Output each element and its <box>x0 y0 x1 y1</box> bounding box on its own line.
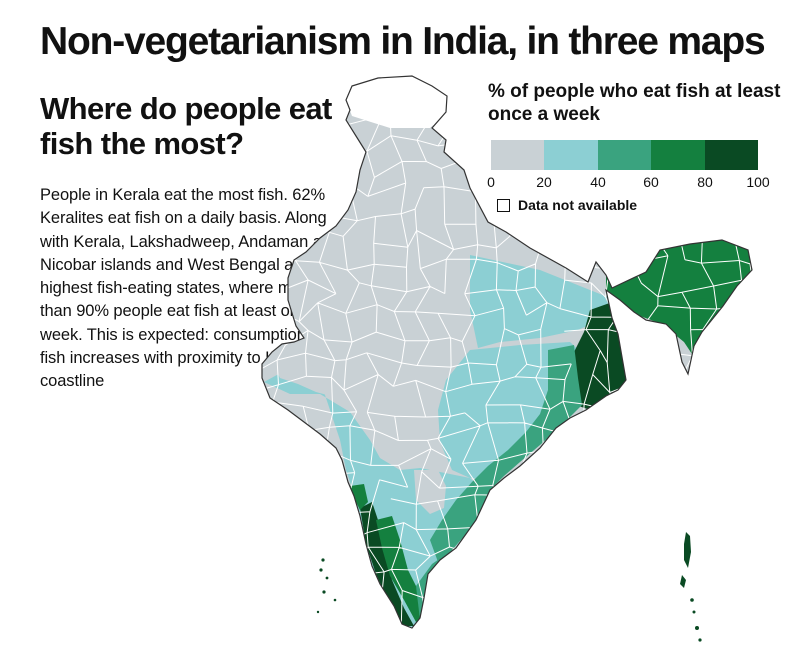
region-goa <box>350 484 368 510</box>
legend-tick-0: 0 <box>487 174 495 190</box>
na-swatch <box>497 198 510 212</box>
region-northeast <box>606 226 752 366</box>
legend-tick-100: 100 <box>746 174 770 190</box>
na-label: Data not available <box>518 197 638 213</box>
page-title: Non-vegetarianism in India, in three map… <box>40 20 766 63</box>
andaman-nicobar-islands <box>680 532 702 642</box>
legend-swatch-20-40 <box>544 140 598 170</box>
region-jammu-kashmir-na <box>336 76 452 128</box>
region-gujarat <box>272 358 338 398</box>
legend-tick-40: 40 <box>590 174 606 190</box>
legend-swatch-40-60 <box>597 140 652 170</box>
legend-swatch-80-100 <box>704 140 759 170</box>
legend-swatch-60-80 <box>651 140 705 170</box>
legend-na-entry: Data not available <box>497 197 637 213</box>
lakshadweep-islands <box>316 558 337 614</box>
legend-color-bar <box>491 140 759 170</box>
legend-tick-80: 80 <box>697 174 713 190</box>
description-text: People in Kerala eat the most fish. 62% … <box>40 186 340 390</box>
region-kutch-coast <box>262 338 266 350</box>
legend-swatch-0-20 <box>491 140 545 170</box>
map-subtitle: Where do people eat fish the most? <box>40 91 332 161</box>
legend-tick-20: 20 <box>536 174 552 190</box>
region-bihar <box>470 255 610 348</box>
islands <box>316 532 702 642</box>
legend-title: % of people who eat fish at least once a… <box>488 81 781 126</box>
region-east-coast <box>430 345 582 562</box>
region-kerala-inland <box>376 516 424 622</box>
legend-tick-60: 60 <box>643 174 659 190</box>
